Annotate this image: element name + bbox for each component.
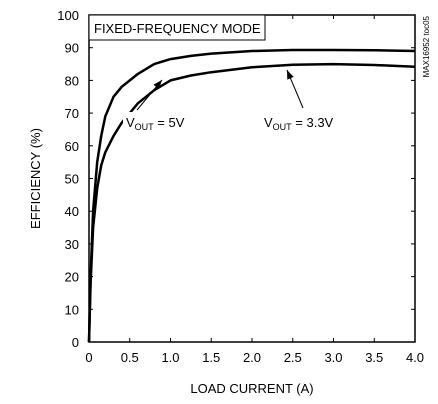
mode-box-label: FIXED-FREQUENCY MODE — [94, 21, 261, 36]
y-tick-label: 20 — [65, 270, 79, 285]
y-tick-label: 40 — [65, 204, 79, 219]
series-arrowhead-vout-3v3 — [287, 70, 294, 80]
x-tick-label: 3.5 — [365, 350, 383, 365]
y-tick-label: 70 — [65, 106, 79, 121]
series-label-vout-5v: VOUT = 5V — [126, 115, 185, 132]
x-tick-label: 2.5 — [284, 350, 302, 365]
y-tick-label: 100 — [57, 8, 79, 23]
series-label-vout-3v3: VOUT = 3.3V — [264, 115, 334, 132]
series-line-vout-5v — [87, 48, 416, 343]
x-tick-label: 0 — [85, 350, 92, 365]
x-tick-label: 2.0 — [243, 350, 261, 365]
y-tick-label: 30 — [65, 237, 79, 252]
y-tick-label: 50 — [65, 172, 79, 187]
series-label-bg-vout-5v — [123, 112, 203, 133]
y-tick-label: 90 — [65, 41, 79, 56]
mode-box — [88, 14, 266, 41]
x-axis-label: LOAD CURRENT (A) — [190, 381, 313, 396]
series-arrowhead-vout-5v — [153, 80, 162, 90]
figure-code-label: MAX16952 toc05 — [422, 15, 431, 77]
y-tick-label: 0 — [72, 335, 79, 350]
y-tick-label: 80 — [65, 73, 79, 88]
x-tick-label: 3.0 — [324, 350, 342, 365]
x-tick-label: 1.5 — [202, 350, 220, 365]
x-tick-label: 1.0 — [161, 350, 179, 365]
series-label-bg-vout-3v3 — [261, 112, 357, 133]
y-axis-label: EFFICIENCY (%) — [28, 128, 43, 229]
y-tick-label: 60 — [65, 139, 79, 154]
x-tick-label: 0.5 — [121, 350, 139, 365]
x-tick-label: 4.0 — [406, 350, 424, 365]
y-tick-label: 10 — [65, 302, 79, 317]
series-line-vout-3v3 — [87, 62, 416, 343]
